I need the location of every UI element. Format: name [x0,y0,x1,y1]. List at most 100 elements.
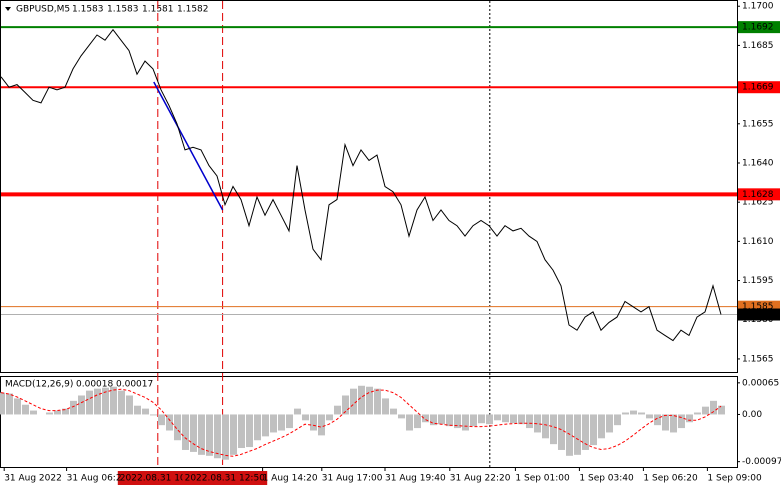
macd-bar [702,406,709,415]
macd-bar [382,398,389,415]
y-tick-label: -0.00097 [742,457,781,467]
macd-bar [198,414,205,455]
macd-bar [678,414,685,429]
macd-bar [430,414,437,426]
macd-bar [190,414,197,452]
macd-bar [590,414,597,446]
macd-bar [182,414,189,450]
macd-bar [318,414,325,436]
ohlc-value: 1.1582 [177,5,209,15]
trend-line [153,81,224,211]
macd-bar [134,405,141,415]
macd-bar [542,414,549,439]
macd-bar [502,414,509,423]
macd-bar [342,395,349,415]
macd-bar [206,414,213,456]
macd-bar [238,414,245,449]
macd-bar [614,414,621,426]
signal-line [0,388,722,457]
macd-bar [446,414,453,427]
macd-bar [110,386,117,415]
macd-bar [14,398,21,415]
macd-bar [710,400,717,415]
macd-bar [358,385,365,415]
menu-icon [5,7,11,11]
macd-bar [422,414,429,423]
macd-bar [118,390,125,415]
y-tick-label: 0.00 [742,410,762,420]
x-tick-label: 1 Sep 01:00 [515,474,570,484]
x-tick-label: 31 Aug 06:2 [67,474,122,484]
macd-bar [622,412,629,415]
macd-bar [302,414,309,421]
macd-bar [670,414,677,433]
price-box-label: 1.1585 [742,302,774,312]
ohlc-value: 1.1583 [72,5,104,15]
macd-bar [454,414,461,429]
macd-bar [606,414,613,433]
crosshair-time-box [182,471,268,485]
price-frame [0,0,738,373]
macd-bar [438,414,445,425]
macd-bar [414,414,421,429]
price-box [738,188,780,201]
macd-bar [526,414,533,429]
macd-bar [286,414,293,429]
macd-bar [694,412,701,415]
y-tick-label: 1.1685 [742,41,774,51]
macd-bar [630,410,637,415]
macd-bar [166,414,173,431]
macd-bar [310,414,317,431]
price-box [738,21,780,34]
macd-bar [518,414,525,425]
macd-bar [78,395,85,415]
macd-bar [662,414,669,431]
price-box-label: 1.1582 [742,310,774,320]
y-tick-label: 0.00065 [742,378,779,388]
macd-bar [462,414,469,431]
x-tick-label: 31 Aug 22:20 [450,474,511,484]
macd-bar [718,405,725,415]
macd-bar [262,414,269,437]
macd-bar [366,386,373,415]
y-tick-label: 1.1700 [742,2,774,12]
macd-bar [230,414,237,455]
macd-bar [150,414,157,416]
macd-bar [54,410,61,415]
macd-bar [558,414,565,450]
macd-bar [326,414,333,421]
macd-bar [534,414,541,433]
signal-value: 0.00017 [116,380,153,390]
macd-bar [574,414,581,455]
macd-bar [494,414,501,421]
macd-bar [646,414,653,419]
macd-bar [406,414,413,431]
x-tick-label: 1 Sep 03:40 [579,474,634,484]
chart-title: GBPUSD,M5 [16,5,70,15]
macd-bar [70,400,77,415]
y-tick-label: 1.1595 [742,276,774,286]
macd-bar [22,404,29,415]
macd-bar [398,414,405,419]
macd-bar [486,414,493,425]
macd-bar [270,414,277,433]
macd-bar [510,414,517,424]
x-tick-label: 1 Aug 14:20 [263,474,318,484]
macd-frame [0,376,738,468]
macd-bar [30,410,37,415]
macd-bar [174,414,181,441]
price-box-label: 1.1669 [742,83,774,93]
macd-title: MACD(12,26,9) [5,380,73,390]
x-tick-label: 31 Aug 19:40 [385,474,446,484]
macd-bar [0,392,5,415]
price-box-label: 1.1628 [742,190,774,200]
crosshair-time-label: 2022.08.31 10: [120,474,189,484]
y-tick-label: 1.1655 [742,119,774,129]
macd-bar [94,388,101,415]
macd-bar [654,414,661,426]
macd-bar [374,388,381,415]
y-tick-label: 1.1625 [742,198,774,208]
ohlc-value: 1.1583 [107,5,139,15]
macd-bar [254,414,261,441]
